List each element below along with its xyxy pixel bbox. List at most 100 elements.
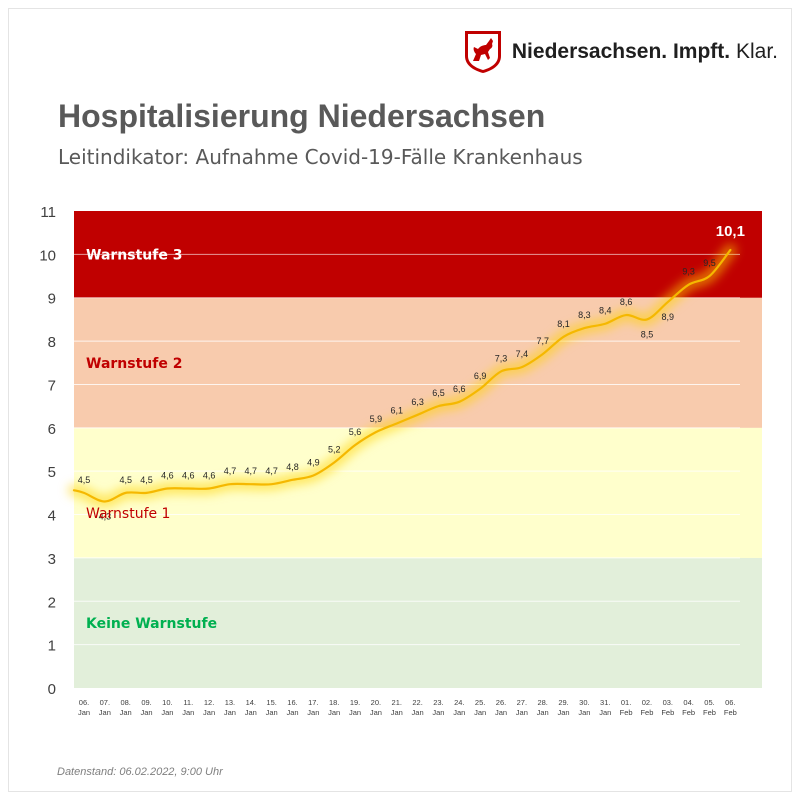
x-tick-day: 03. [663,698,673,707]
x-tick-month: Jan [141,708,153,717]
x-tick-day: 31. [600,698,610,707]
x-tick-month: Jan [78,708,90,717]
x-tick-month: Jan [328,708,340,717]
data-label: 8,6 [620,297,633,307]
data-timestamp: Datenstand: 06.02.2022, 9:00 Uhr [57,766,223,778]
x-tick-month: Jan [224,708,236,717]
x-tick-day: 17. [308,698,318,707]
data-label: 4,7 [265,466,278,476]
x-tick-month: Jan [120,708,132,717]
y-tick-label: 3 [48,551,56,568]
chart-frame [8,8,792,792]
x-tick-day: 09. [141,698,151,707]
x-tick-month: Jan [266,708,278,717]
x-tick-day: 22. [412,698,422,707]
x-tick-month: Jan [516,708,528,717]
x-tick-day: 19. [350,698,360,707]
brand: Niedersachsen. Impft. Klar. [464,30,778,74]
x-tick-month: Feb [640,708,653,717]
x-tick-month: Jan [474,708,486,717]
y-tick-label: 7 [48,377,56,394]
band-label: Warnstufe 3 [86,247,182,263]
data-label: 5,9 [370,414,383,424]
y-tick-label: 1 [48,638,56,655]
x-tick-month: Jan [432,708,444,717]
x-tick-month: Jan [558,708,570,717]
data-label: 4,8 [286,462,299,472]
y-tick-label: 5 [48,464,56,481]
y-tick-label: 11 [40,204,56,221]
x-tick-day: 10. [162,698,172,707]
x-tick-month: Jan [161,708,173,717]
x-tick-day: 15. [266,698,276,707]
x-tick-month: Jan [286,708,298,717]
x-tick-day: 26. [496,698,506,707]
y-tick-label: 2 [48,594,56,611]
band-label: Keine Warnstufe [86,616,217,632]
x-tick-day: 30. [579,698,589,707]
y-tick-label: 6 [48,421,56,438]
lower-saxony-horse-crest-icon [464,31,501,73]
brand-bold: Niedersachsen. Impft. [511,40,731,63]
data-label: 9,3 [682,267,695,277]
x-tick-month: Jan [495,708,507,717]
x-tick-day: 04. [683,698,693,707]
x-tick-month: Jan [391,708,403,717]
data-label: 5,2 [328,445,341,455]
data-label: 4,6 [203,471,216,481]
data-label: 4,5 [78,475,91,485]
data-label: 4,5 [119,475,132,485]
data-label: 6,9 [474,371,487,381]
y-tick-label: 0 [48,681,56,698]
x-tick-day: 06. [79,698,89,707]
band-label: Warnstufe 1 [86,506,170,522]
x-tick-day: 20. [371,698,381,707]
x-tick-month: Jan [99,708,111,717]
x-tick-day: 06. [725,698,735,707]
x-tick-month: Jan [599,708,611,717]
x-tick-day: 25. [475,698,485,707]
x-tick-day: 28. [537,698,547,707]
x-tick-month: Jan [537,708,549,717]
data-label: 7,3 [495,353,508,363]
x-tick-day: 14. [246,698,256,707]
chart-title: Hospitalisierung Niedersachsen [58,98,546,134]
data-label: 9,5 [703,258,716,268]
x-tick-day: 18. [329,698,339,707]
x-tick-month: Feb [724,708,737,717]
x-tick-day: 13. [225,698,235,707]
data-label: 6,5 [432,388,445,398]
data-label: 6,6 [453,384,466,394]
data-label: 10,1 [716,223,745,240]
data-label: 5,6 [349,427,362,437]
y-tick-label: 10 [39,247,56,264]
data-label: 7,7 [536,336,549,346]
x-tick-month: Jan [307,708,319,717]
y-tick-label: 8 [48,334,56,351]
y-tick-label: 9 [48,291,56,308]
x-tick-day: 29. [558,698,568,707]
x-tick-month: Jan [412,708,424,717]
chart-subtitle: Leitindikator: Aufnahme Covid-19-Fälle K… [58,145,583,169]
x-tick-month: Jan [203,708,215,717]
x-tick-month: Jan [349,708,361,717]
series-line [72,248,732,503]
data-label: 8,9 [662,312,675,322]
x-tick-day: 21. [392,698,402,707]
x-tick-month: Jan [245,708,257,717]
x-tick-day: 12. [204,698,214,707]
x-tick-month: Feb [682,708,695,717]
data-label: 4,6 [161,471,174,481]
x-tick-day: 23. [433,698,443,707]
data-label: 8,5 [641,329,654,339]
brand-text: Niedersachsen. Impft. Klar. [512,40,778,64]
data-label: 7,4 [516,349,529,359]
data-label: 4,9 [307,458,320,468]
data-label: 8,4 [599,306,612,316]
brand-regular: Klar. [735,40,778,63]
data-label: 4,3 [99,512,112,522]
x-tick-day: 24. [454,698,464,707]
x-tick-month: Jan [370,708,382,717]
data-label: 8,1 [557,319,570,329]
